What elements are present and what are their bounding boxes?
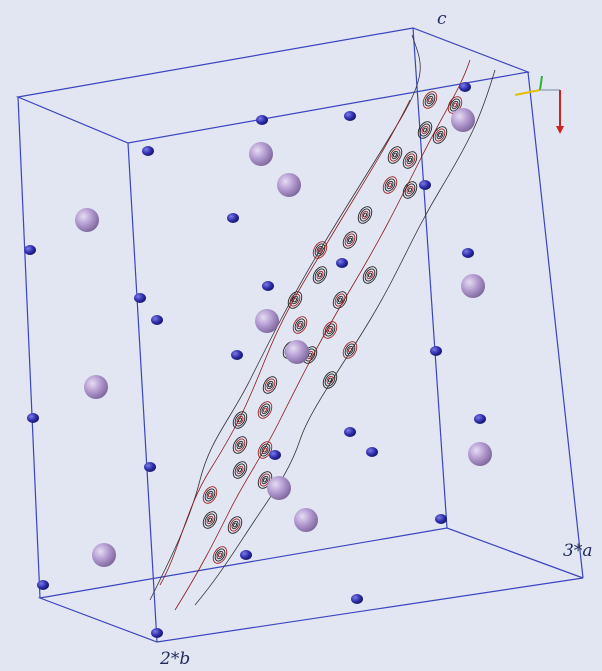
atom-large [84, 375, 108, 399]
atom-small [240, 550, 252, 560]
atom-large [267, 476, 291, 500]
axis-label: c [437, 9, 447, 29]
atom-large [285, 340, 309, 364]
atom-large [294, 508, 318, 532]
axis-label: 3*a [563, 541, 592, 561]
atom-small [262, 281, 274, 291]
atom-small [269, 450, 281, 460]
atom-small [351, 594, 363, 604]
atom-small [37, 580, 49, 590]
atom-small [462, 248, 474, 258]
atom-small [474, 414, 486, 424]
atom-small [366, 447, 378, 457]
structure-view: c 3*a 2*b [0, 0, 602, 671]
atom-small [435, 514, 447, 524]
atom-small [344, 111, 356, 121]
atom-small [142, 146, 154, 156]
atom-small [24, 245, 36, 255]
atom-large [92, 543, 116, 567]
atom-large [461, 274, 485, 298]
atom-small [227, 213, 239, 223]
atom-small [419, 180, 431, 190]
atom-large [75, 208, 99, 232]
atom-small [144, 462, 156, 472]
atom-small [27, 413, 39, 423]
atom-small [151, 315, 163, 325]
atom-small [256, 115, 268, 125]
atom-large [255, 309, 279, 333]
atom-small [231, 350, 243, 360]
atom-small [459, 82, 471, 92]
background [0, 0, 602, 671]
atom-large [249, 142, 273, 166]
atom-small [151, 628, 163, 638]
atom-small [344, 427, 356, 437]
atom-large [277, 173, 301, 197]
atom-large [468, 442, 492, 466]
axis-label: 2*b [159, 649, 190, 669]
atom-small [430, 346, 442, 356]
atom-small [134, 293, 146, 303]
atom-small [336, 258, 348, 268]
atom-large [451, 108, 475, 132]
